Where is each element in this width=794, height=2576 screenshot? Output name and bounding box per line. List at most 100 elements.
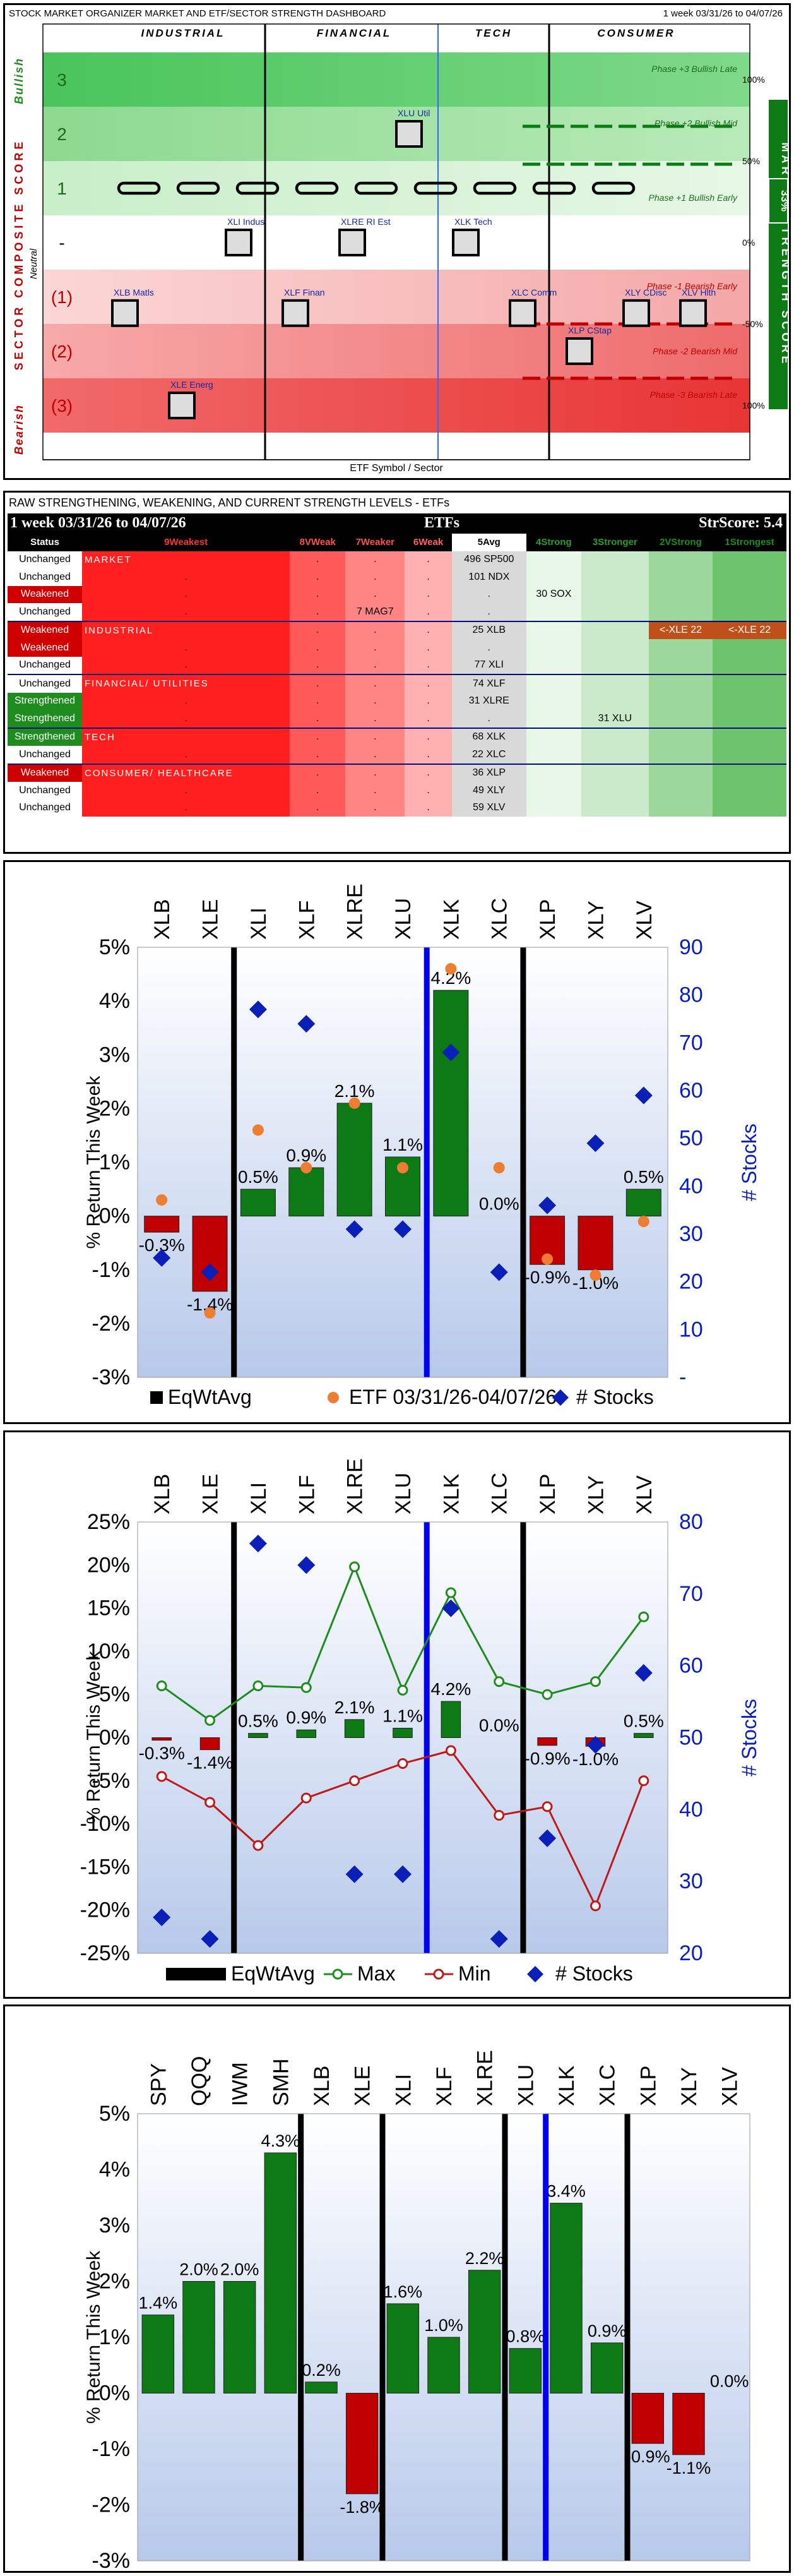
table-row: Unchanged MARKET... 496 SP500 bbox=[8, 551, 786, 568]
etf-point-label: XLB Matls bbox=[114, 287, 154, 297]
stocks-diamond bbox=[442, 1599, 460, 1617]
etf-point-marker bbox=[566, 337, 593, 365]
bar-data-label: -1.8% bbox=[340, 2498, 384, 2517]
stocks-diamond bbox=[634, 1664, 653, 1682]
phase-one-dash bbox=[532, 181, 576, 195]
index-etf-return-chart-svg: -3% -2% -1% 0% 1% 2% 3% 4% 5% % Return This Week S… bbox=[83, 2050, 750, 2573]
market-strength-bar bbox=[769, 100, 788, 409]
level-cell: . bbox=[345, 710, 405, 728]
bar-data-label: 0.5% bbox=[624, 1167, 664, 1187]
stocks-diamond bbox=[394, 1865, 412, 1883]
pct-label: 100% bbox=[742, 400, 765, 410]
level-cell: . bbox=[82, 692, 290, 710]
etf-point-label: XLF Finan bbox=[284, 287, 325, 297]
level-cell: MARKET bbox=[82, 551, 290, 568]
y-tick-label: 2% bbox=[99, 1096, 130, 1120]
dashboard-title: STOCK MARKET ORGANIZER MARKET AND ETF/SE… bbox=[9, 8, 386, 19]
stocks-diamond bbox=[490, 1930, 508, 1948]
y2-tick-label: - bbox=[679, 1365, 686, 1389]
bar-data-label: -1.4% bbox=[187, 1753, 233, 1773]
bar bbox=[344, 1719, 365, 1738]
level-cell: . bbox=[345, 621, 405, 639]
level-cell: . bbox=[290, 568, 346, 586]
legend-label: # Stocks bbox=[576, 1386, 654, 1408]
category-label: XLE bbox=[199, 899, 223, 940]
y2-tick-label: 50 bbox=[679, 1127, 703, 1151]
level-cell: 25 XLB bbox=[451, 621, 526, 639]
sector-label-industrial: INDUSTRIAL bbox=[141, 27, 225, 39]
bar bbox=[672, 2393, 705, 2455]
level-cell: . bbox=[290, 603, 346, 621]
level-cell: . bbox=[451, 639, 526, 657]
bar-data-label: 0.8% bbox=[506, 2327, 545, 2346]
stocks-diamond bbox=[297, 1015, 316, 1033]
level-cell: . bbox=[345, 782, 405, 800]
level-cell bbox=[581, 603, 649, 621]
bar-data-label: -0.9% bbox=[524, 1267, 571, 1287]
bar-data-label: 2.0% bbox=[179, 2260, 218, 2279]
bar-data-label: 1.6% bbox=[384, 2282, 423, 2301]
bar bbox=[305, 2381, 338, 2393]
level-cell bbox=[581, 728, 649, 746]
category-label: XLV bbox=[718, 2067, 742, 2106]
level-cell: . bbox=[290, 764, 346, 782]
etf-dot bbox=[204, 1307, 216, 1319]
bar-data-label: 0.2% bbox=[302, 2361, 341, 2380]
table-group: ETFs bbox=[424, 515, 460, 531]
etf-point-marker bbox=[225, 229, 252, 256]
legend-label: EqWtAvg bbox=[231, 1962, 315, 1985]
y-tick-label: 3% bbox=[99, 1043, 130, 1067]
category-label: XLE bbox=[199, 1474, 223, 1514]
level-cell: . bbox=[82, 639, 290, 657]
bar-data-label: 0.0% bbox=[710, 2372, 749, 2391]
min-point bbox=[397, 1758, 408, 1769]
level-cell bbox=[526, 603, 582, 621]
table-header-cell: 4Strong bbox=[526, 534, 582, 551]
phase-one-dash bbox=[117, 181, 161, 195]
y-tick-label: 5% bbox=[99, 935, 130, 959]
level-cell bbox=[713, 799, 786, 817]
bar-data-label: 0.5% bbox=[238, 1711, 278, 1731]
level-cell bbox=[581, 568, 649, 586]
y-tick-label: -3% bbox=[92, 2549, 130, 2571]
y-tick-label: 0% bbox=[99, 1204, 130, 1228]
level-cell: <-XLE 22 bbox=[713, 621, 786, 639]
y2-tick-label: 10 bbox=[679, 1317, 703, 1341]
legend-swatch bbox=[527, 1966, 543, 1982]
legend-swatch bbox=[150, 1391, 163, 1404]
bar bbox=[433, 990, 469, 1217]
table-header-cell: 7Weaker bbox=[345, 534, 405, 551]
level-cell: . bbox=[345, 692, 405, 710]
neutral-word: Neutral bbox=[28, 248, 39, 279]
y-tick-label: 5% bbox=[99, 1682, 130, 1706]
y-tick-label: 4% bbox=[99, 2158, 130, 2182]
bar-data-label: -0.3% bbox=[139, 1744, 185, 1763]
y-tick-label: -1% bbox=[92, 1258, 130, 1282]
y-tick-label: 15% bbox=[87, 1597, 130, 1620]
level-cell: . bbox=[405, 746, 452, 764]
level-cell bbox=[526, 799, 582, 817]
stocks-diamond bbox=[634, 1086, 653, 1105]
pct-label: 50% bbox=[742, 156, 760, 166]
level-cell: . bbox=[405, 710, 452, 728]
stocks-diamond bbox=[153, 1908, 171, 1927]
phase-band bbox=[43, 52, 750, 107]
level-label: 1 bbox=[57, 179, 67, 198]
level-cell: . bbox=[290, 656, 346, 674]
phase-label: Phase +1 Bullish Early bbox=[649, 193, 738, 203]
y-tick-label: -5% bbox=[92, 1769, 130, 1793]
category-label: XLP bbox=[536, 1474, 560, 1514]
table-header-cell: 2VStrong bbox=[648, 534, 713, 551]
category-label: XLB bbox=[150, 1474, 174, 1514]
level-cell bbox=[713, 764, 786, 782]
y-tick-label: -1% bbox=[92, 2437, 130, 2461]
pct-label: 0% bbox=[742, 237, 755, 248]
bar-data-label: 1.0% bbox=[424, 2316, 463, 2335]
stocks-diamond bbox=[586, 1134, 605, 1153]
level-cell: . bbox=[345, 674, 405, 693]
level-cell: 496 SP500 bbox=[451, 551, 526, 568]
y-tick-label: -3% bbox=[92, 1365, 130, 1389]
level-label: 2 bbox=[57, 124, 67, 144]
y2-tick-label: 90 bbox=[679, 935, 703, 959]
sector-label-consumer: CONSUMER bbox=[597, 27, 675, 39]
